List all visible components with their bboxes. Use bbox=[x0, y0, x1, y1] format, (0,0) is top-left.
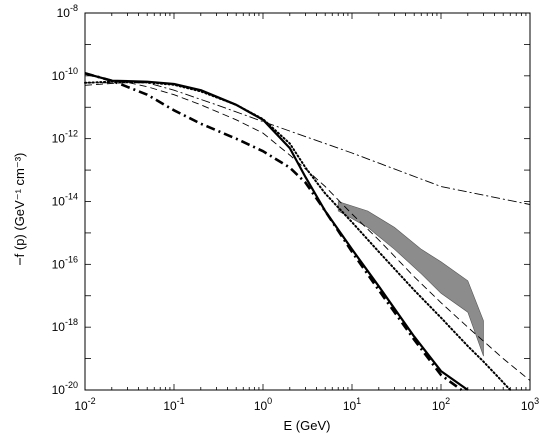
y-tick-label: 10-16 bbox=[52, 254, 78, 271]
series-line-dash-dot-thick bbox=[84, 72, 463, 392]
y-tick-label: 10-10 bbox=[52, 66, 78, 83]
tick-layer bbox=[84, 12, 531, 391]
y-axis-label: f (p) (GeV⁻¹ cm⁻³) bbox=[12, 153, 27, 258]
x-tick-label: 100 bbox=[254, 396, 272, 413]
x-tick-labels: 10-2 10-1 100 101 102 103 bbox=[74, 396, 539, 413]
plot-frame bbox=[84, 12, 531, 391]
y-tick-label: 10-14 bbox=[52, 192, 78, 209]
x-tick-label: 10-2 bbox=[74, 396, 95, 413]
shaded-band bbox=[337, 201, 484, 357]
y-tick-label: 10-12 bbox=[52, 129, 78, 146]
y-tick-label: 10-20 bbox=[52, 380, 78, 397]
x-tick-label: 10-1 bbox=[163, 396, 184, 413]
x-tick-label: 102 bbox=[432, 396, 450, 413]
series-layer bbox=[84, 72, 531, 392]
shaded-band-layer bbox=[337, 201, 484, 357]
x-tick-label: 101 bbox=[343, 396, 361, 413]
series-line-dashed-thin bbox=[84, 81, 531, 381]
x-tick-label: 103 bbox=[521, 396, 539, 413]
series-line-dash-dot-thin bbox=[85, 82, 531, 205]
y-tick-labels: 10-20 10-18 10-16 10-14 10-12 10-10 10-8 bbox=[52, 3, 78, 397]
x-axis-label: E (GeV) bbox=[284, 418, 331, 433]
series-line-dotted bbox=[84, 80, 512, 391]
y-tick-label: 10-8 bbox=[57, 3, 78, 20]
series-line-solid-thick bbox=[84, 72, 469, 391]
y-tick-label: 10-18 bbox=[52, 317, 78, 334]
